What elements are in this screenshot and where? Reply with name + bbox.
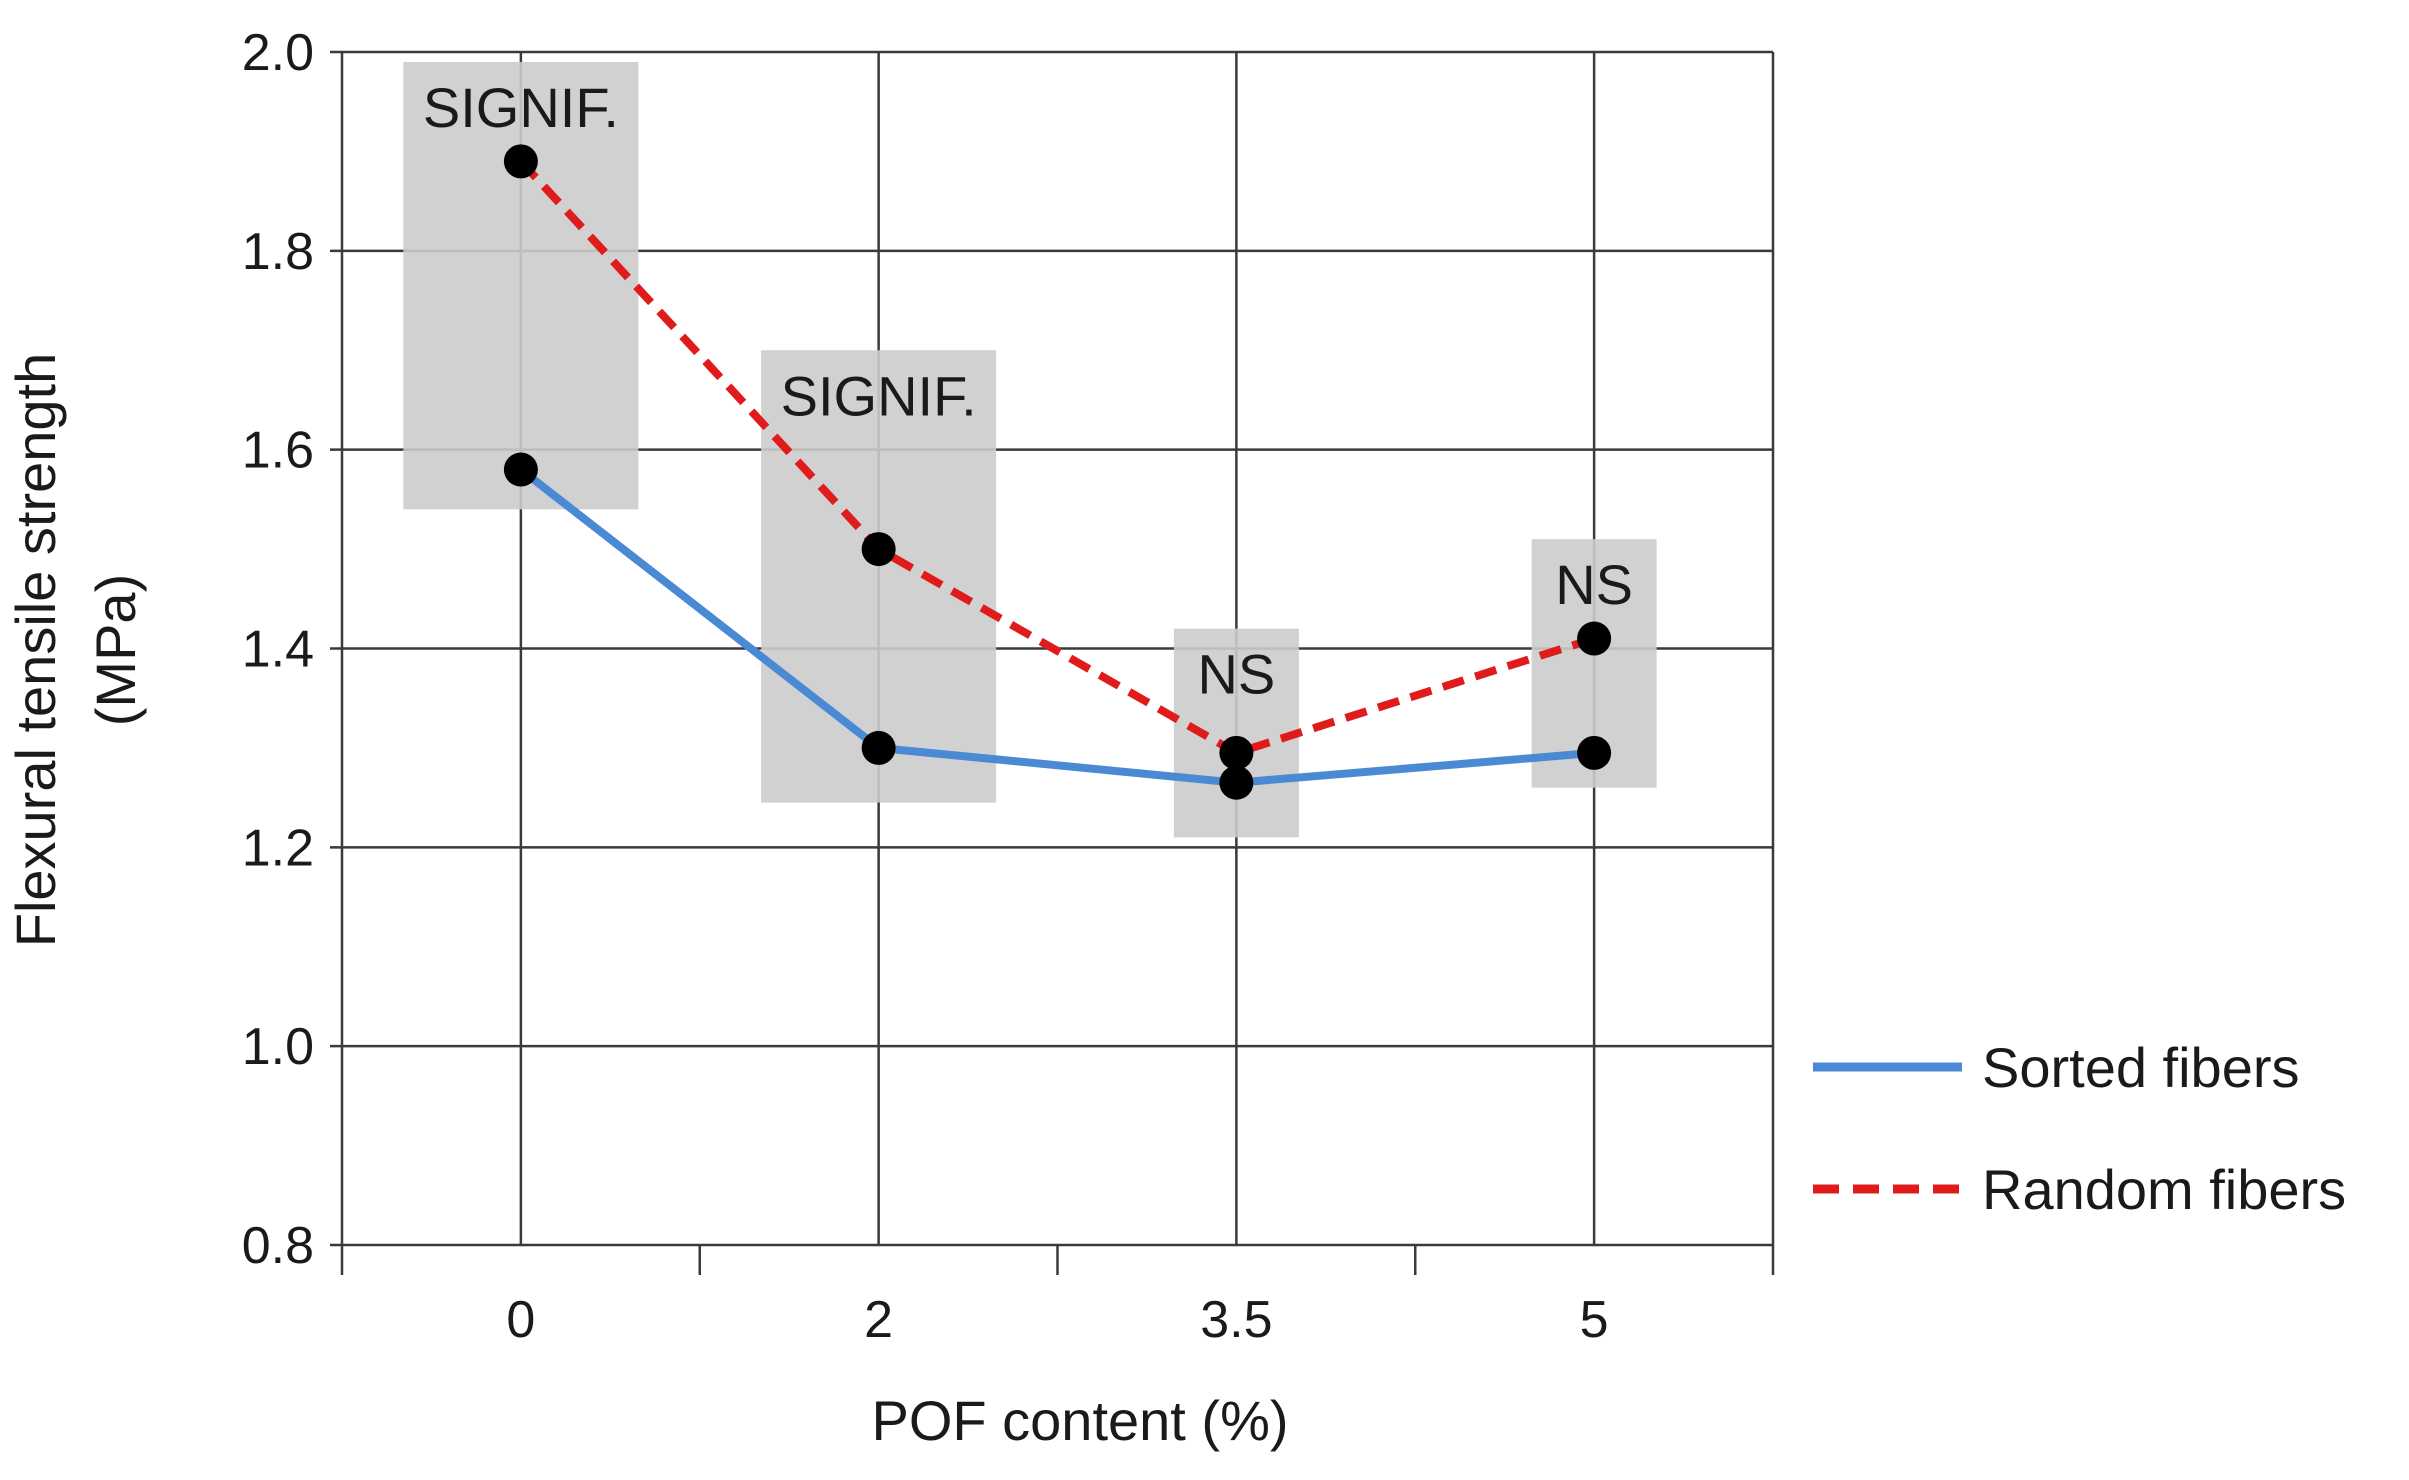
y-tick-label: 0.8 bbox=[242, 1217, 314, 1275]
data-point bbox=[861, 532, 896, 567]
data-point bbox=[1577, 621, 1612, 656]
y-tick-label: 1.6 bbox=[242, 422, 314, 480]
series-line bbox=[518, 466, 1595, 787]
y-axis-title-line1: Flexural tensile strength bbox=[4, 353, 67, 948]
x-tick-label: 3.5 bbox=[1200, 1291, 1272, 1349]
y-axis-title-line2: (MPa) bbox=[84, 574, 147, 726]
data-point bbox=[1219, 735, 1254, 770]
significance-label: NS bbox=[1197, 643, 1275, 706]
series-lines bbox=[517, 158, 1596, 787]
significance-label: SIGNIF. bbox=[423, 76, 619, 139]
data-point bbox=[1577, 735, 1612, 770]
significance-label: SIGNIF. bbox=[781, 364, 977, 427]
data-point bbox=[503, 452, 538, 487]
y-axis-title: Flexural tensile strength (MPa) bbox=[4, 353, 147, 948]
x-tick-label: 0 bbox=[506, 1291, 535, 1349]
x-axis-title: POF content (%) bbox=[871, 1389, 1288, 1452]
data-markers bbox=[503, 144, 1612, 800]
data-point bbox=[861, 730, 896, 765]
x-tick-label: 2 bbox=[864, 1291, 893, 1349]
significance-labels: SIGNIF. SIGNIF. NS NS bbox=[423, 76, 1633, 706]
x-tick-label: 5 bbox=[1580, 1291, 1609, 1349]
significance-box bbox=[403, 61, 639, 510]
legend-label: Sorted fibers bbox=[1982, 1036, 2300, 1099]
series-line bbox=[517, 158, 1596, 757]
x-tick-labels: 0 2 3.5 5 bbox=[506, 1291, 1608, 1349]
data-point bbox=[1219, 765, 1254, 800]
y-tick-label: 1.4 bbox=[242, 621, 314, 679]
y-tick-label: 1.8 bbox=[242, 223, 314, 281]
significance-label: NS bbox=[1555, 553, 1633, 616]
y-tick-label: 1.0 bbox=[242, 1018, 314, 1076]
y-tick-label: 1.2 bbox=[242, 819, 314, 877]
y-tick-label: 2.0 bbox=[242, 24, 314, 82]
significance-box bbox=[761, 350, 997, 803]
data-point bbox=[503, 144, 538, 179]
legend: Sorted fibers Random fibers bbox=[1813, 1036, 2346, 1221]
y-tick-labels: 0.8 1.0 1.2 1.4 1.6 1.8 2.0 bbox=[242, 24, 314, 1275]
legend-label: Random fibers bbox=[1982, 1158, 2346, 1221]
